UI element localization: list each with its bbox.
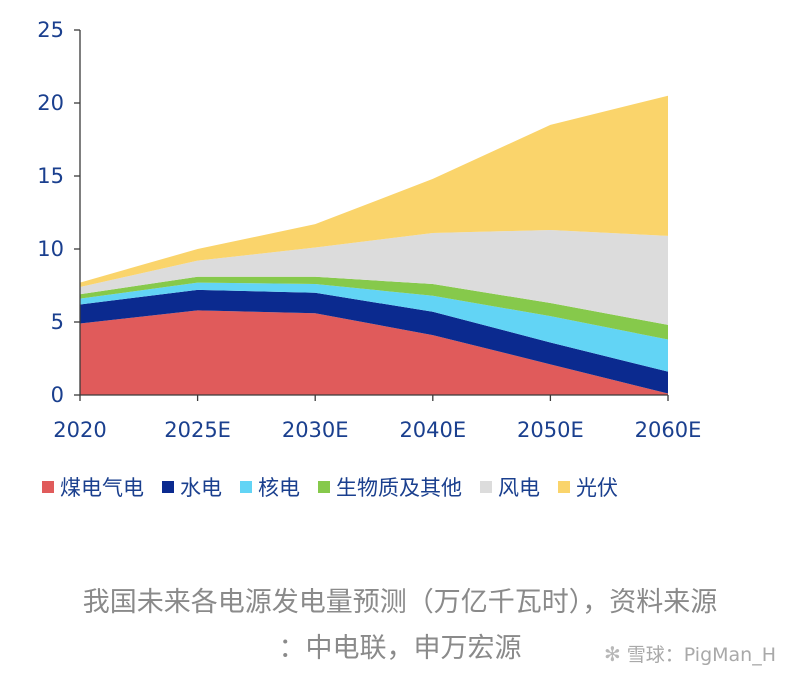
area-series-3 [80,282,668,372]
legend-label: 水电 [180,476,222,500]
legend-label: 生物质及其他 [336,476,462,500]
legend-swatch [558,481,570,493]
x-tick-label: 2060E [635,418,702,442]
y-tick-label: 15 [37,164,64,188]
watermark: ✻ 雪球：PigMan_H [604,640,776,667]
axes-group: 0 5 10 15 20 25 2020 2025E 2030E 2040E 2050E 2060E [37,18,701,442]
legend-item-4: 生物质及其他 [318,472,462,502]
x-tick-label: 2020 [53,418,106,442]
stacked-area-chart: 0 5 10 15 20 25 2020 2025E 2030E 2040E 2050E 2060E [37,18,701,442]
legend-swatch [42,481,54,493]
legend-label: 光伏 [576,476,618,500]
area-series-6 [80,95,668,287]
legend-label: 风电 [498,476,540,500]
snowball-icon: ✻ [603,641,621,666]
legend-item-2: 水电 [162,472,222,502]
legend-label: 核电 [258,476,300,500]
area-series-2 [80,289,668,394]
area-series-4 [80,276,668,340]
watermark-text: 雪球：PigMan_H [626,644,776,666]
y-tick-label: 0 [51,383,64,407]
legend-swatch [480,481,492,493]
y-tick-label: 5 [51,310,64,334]
y-tick-label: 25 [37,18,64,42]
area-series-1 [80,310,668,395]
legend-swatch [162,481,174,493]
legend-swatch [240,481,252,493]
legend-item-3: 核电 [240,472,300,502]
y-tick-label: 10 [37,237,64,261]
caption-line-1: 我国未来各电源发电量预测（万亿千瓦时），资料来源 [82,587,718,618]
figure-caption: 我国未来各电源发电量预测（万亿千瓦时），资料来源 ：中电联，申万宏源 [0,580,800,672]
area-series-group [80,95,668,395]
y-tick-label: 20 [37,91,64,115]
legend-swatch [318,481,330,493]
legend-label: 煤电气电 [60,476,144,500]
caption-line-2: ：中电联，申万宏源 [278,633,522,664]
chart-legend: 煤电气电 水电 核电 生物质及其他 风电 光伏 [42,472,618,502]
legend-item-6: 光伏 [558,472,618,502]
area-series-5 [80,230,668,325]
x-tick-label: 2050E [517,418,584,442]
x-tick-label: 2025E [164,418,231,442]
x-tick-label: 2030E [282,418,349,442]
legend-item-1: 煤电气电 [42,472,144,502]
legend-item-5: 风电 [480,472,540,502]
x-tick-label: 2040E [399,418,466,442]
